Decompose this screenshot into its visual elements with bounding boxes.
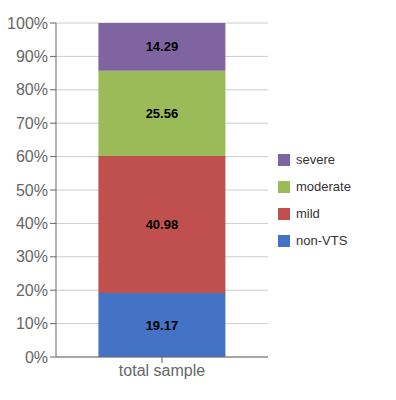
svg-text:100%: 100% [8, 15, 48, 32]
svg-text:14.29: 14.29 [146, 39, 179, 54]
svg-text:90%: 90% [16, 48, 48, 65]
svg-text:19.17: 19.17 [146, 318, 179, 333]
svg-text:25.56: 25.56 [146, 106, 179, 121]
svg-text:70%: 70% [16, 115, 48, 132]
svg-text:10%: 10% [16, 315, 48, 332]
svg-text:40.98: 40.98 [146, 217, 179, 232]
html-text:non-VTS: non-VTS [296, 233, 348, 248]
svg-text:20%: 20% [16, 282, 48, 299]
html-text:mild: mild [296, 206, 320, 221]
html-text:severe: severe [296, 152, 335, 167]
svg-text:30%: 30% [16, 248, 48, 265]
svg-text:80%: 80% [16, 81, 48, 98]
html-text:moderate: moderate [296, 179, 351, 194]
svg-text:0%: 0% [25, 349, 48, 366]
svg-text:50%: 50% [16, 182, 48, 199]
svg-text:40%: 40% [16, 215, 48, 232]
svg-text:60%: 60% [16, 148, 48, 165]
svg-text:total sample: total sample [119, 362, 205, 379]
